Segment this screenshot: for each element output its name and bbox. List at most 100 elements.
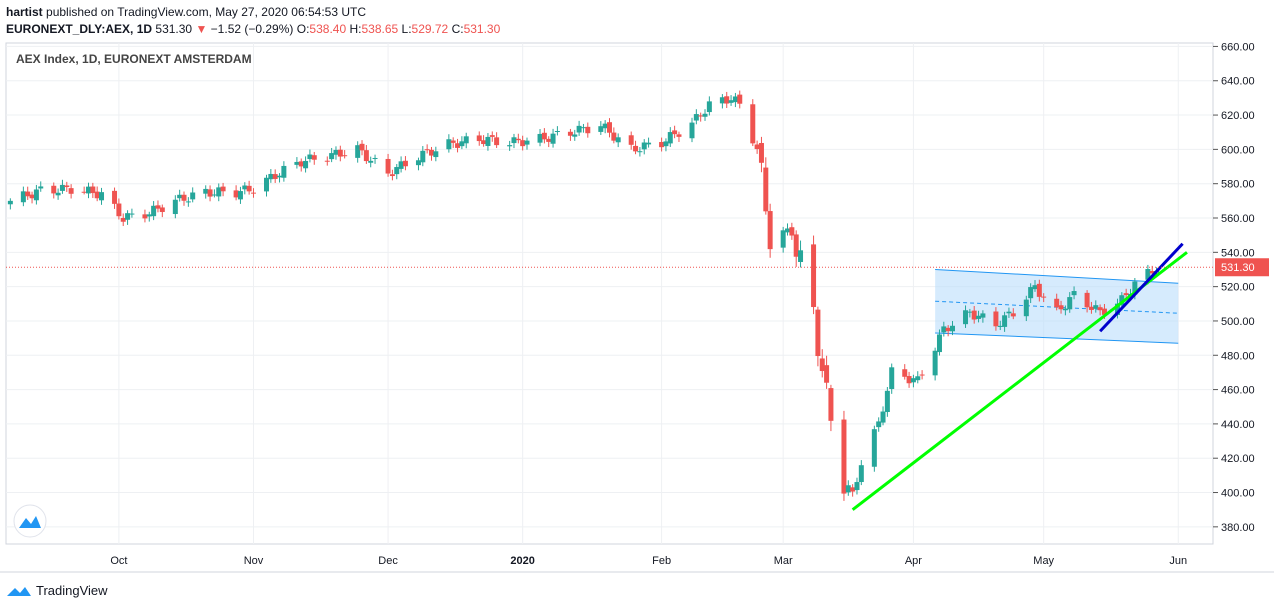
candle-body [854,482,860,491]
candle-body [428,149,434,156]
candle-body [919,374,925,376]
candle-body [815,309,821,357]
candle-body [142,214,148,219]
support-trendline [851,251,1188,511]
candle-body [1062,308,1068,311]
candle-body [207,189,213,197]
candle-body [342,155,348,157]
candle-body [277,175,283,178]
channel-upper-line [935,268,1179,284]
y-tick-label: 420.00 [1221,453,1255,465]
candle-body [1088,306,1094,310]
candle-body [667,132,673,144]
down-arrow-icon: ▼ [195,22,208,36]
candle-body [754,144,760,150]
candle-body [693,114,699,121]
x-tick-label: Apr [905,555,922,567]
candle-body [151,205,157,217]
y-tick-label: 640.00 [1221,76,1255,88]
candle-body [902,369,908,377]
candle-body [672,130,678,135]
candle-body [554,131,560,133]
candle-body [1114,303,1120,315]
candle-body [372,157,378,159]
candle-body [94,191,100,199]
candle-body [494,137,500,146]
candle-body [576,125,582,133]
candle-body [81,191,87,193]
author-name[interactable]: hartist [6,5,43,19]
candle-body [819,358,825,372]
candle-body [155,205,161,209]
candle-body [311,155,317,160]
watermark-circle [13,504,47,538]
low-value: 529.72 [411,22,449,36]
candle-body [567,131,573,136]
y-tick-label: 400.00 [1221,488,1255,500]
candle-body [789,227,795,236]
candle-body [1132,281,1138,295]
candle-body [915,376,921,381]
x-tick-label: May [1033,555,1054,567]
candle-body [402,160,408,167]
candle-body [415,160,421,166]
publish-info: published on TradingView.com, May 27, 20… [46,5,367,19]
watermark-shape [19,516,41,528]
candle-body [7,200,13,205]
candle-body [455,143,461,148]
candle-body [185,201,191,203]
candle-body [993,311,999,327]
x-tick-label: Jun [1169,555,1187,567]
candle-body [785,228,791,233]
short-trendline [1099,242,1184,333]
candle-body [945,327,951,332]
candle-body [268,173,274,180]
candle-body [976,315,982,319]
x-tick-label: Nov [244,555,264,567]
candle-body [949,325,955,332]
candle-body [1067,297,1073,310]
candle-body [394,167,400,175]
channel-lower-line [935,332,1179,344]
candle-body [246,185,252,192]
candle-body [1028,287,1034,299]
open-value: 538.40 [309,22,347,36]
candle-body [889,367,895,390]
high-label: H: [349,22,362,36]
candle-body [750,104,756,144]
candle-body [1023,299,1029,317]
candle-body [125,213,131,220]
last-price: 531.30 [155,22,193,36]
candle-body [971,310,977,320]
candle-body [237,191,243,200]
candle-body [758,142,764,163]
candle-body [515,138,521,141]
candle-body [99,192,105,201]
candle-body [585,126,591,134]
candle-body [763,167,769,212]
candle-body [507,145,513,147]
watermark-logo-icon [13,504,47,538]
candle-body [481,140,487,145]
candle-body [1010,313,1016,317]
candle-body [64,185,70,188]
candle-body [841,419,847,494]
candle-body [967,311,973,313]
candle-body [281,165,287,178]
candle-body [85,186,91,194]
footer-brand[interactable]: TradingView [6,583,108,598]
candle-body [941,326,947,333]
candle-body [203,188,209,194]
last-price-label: 531.30 [1221,262,1255,274]
candle-body [963,310,969,325]
candle-body [337,149,343,157]
y-tick-label: 440.00 [1221,419,1255,431]
high-value: 538.65 [361,22,399,36]
candle-body [850,487,856,492]
candle-body [702,113,708,117]
candle-body [190,192,196,200]
candle-body [659,142,665,148]
candle-body [307,154,313,160]
candle-body [272,174,278,179]
